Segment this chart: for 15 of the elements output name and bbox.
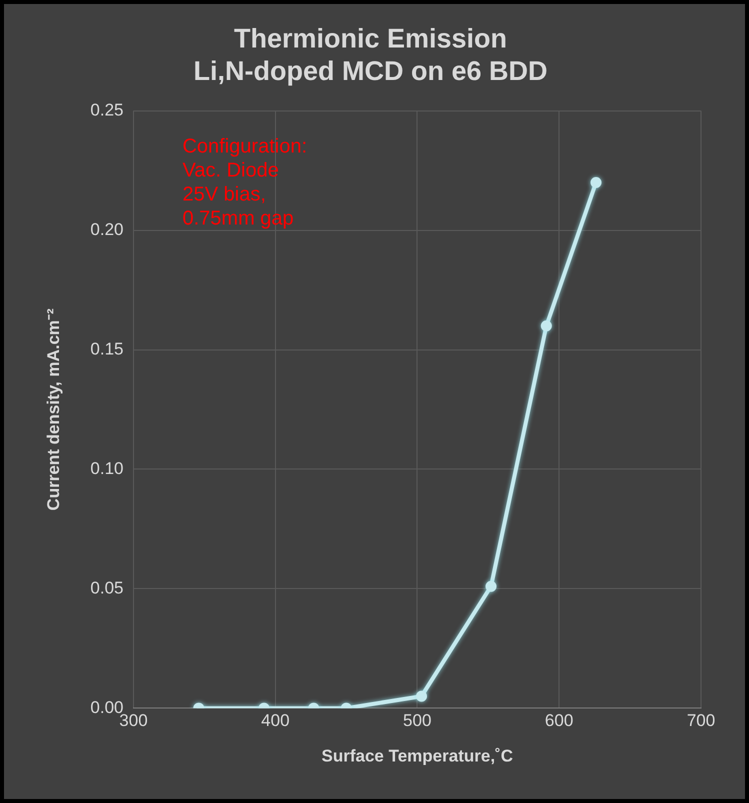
x-tick-label: 500 <box>403 711 432 730</box>
y-tick-label: 0.10 <box>90 458 124 478</box>
y-tick-label: 0.20 <box>90 220 124 239</box>
y-tick-label: 0.05 <box>90 578 124 598</box>
point <box>540 320 552 332</box>
annotation: Configuration: Vac. Diode 25V bias, 0.75mm gap <box>182 135 308 230</box>
y-axis-title: Current density, mA.cm⁻² <box>44 308 63 511</box>
point <box>590 176 602 188</box>
y-tick-label: 0.25 <box>90 100 124 120</box>
x-tick-label: 600 <box>544 711 574 730</box>
x-tick-label: 700 <box>686 711 716 730</box>
x-tick-label: 400 <box>261 711 290 730</box>
y-tick-label: 0.15 <box>90 339 124 358</box>
chart-title: Thermionic Emission Li,N-doped MCD on e6 BDD <box>194 24 548 86</box>
x-axis-title: Surface Temperature,˚C <box>322 746 513 766</box>
